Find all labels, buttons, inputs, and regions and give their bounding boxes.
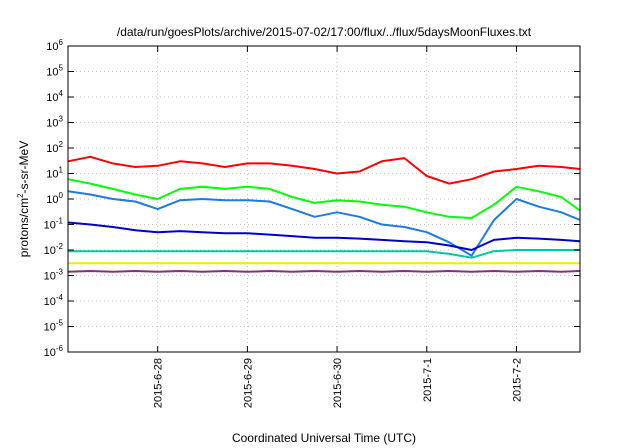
y-tick-label: 10-3: [44, 268, 64, 283]
y-tick-label: 105: [46, 64, 63, 79]
y-tick-base: 10: [44, 271, 56, 283]
series-line-5: [68, 249, 580, 259]
chart-title: /data/run/goesPlots/archive/2015-07-02/1…: [117, 25, 532, 39]
y-tick-label: 10-2: [44, 242, 64, 257]
y-tick-exponent: -5: [56, 319, 64, 328]
y-tick-label: 100: [46, 191, 63, 206]
y-tick-base: 10: [44, 322, 56, 334]
y-axis-label-superscript: 2: [16, 193, 25, 198]
y-tick-base: 10: [46, 41, 58, 53]
series-layer: [67, 155, 581, 273]
y-tick-label: 102: [46, 140, 63, 155]
x-axis: 2015-6-28 2015-6-29 2015-6-30 2015-7-1 2015-…: [153, 46, 523, 408]
x-tick-label: 2015-7-2: [511, 358, 523, 402]
y-tick-base: 10: [44, 220, 56, 232]
y-tick-label: 106: [46, 38, 63, 53]
y-tick-exponent: 2: [59, 140, 64, 149]
y-tick-exponent: 3: [59, 115, 64, 124]
y-tick-label: 103: [46, 115, 63, 130]
series-line-4: [67, 221, 581, 251]
y-axis-label-prefix: protons/cm: [17, 198, 31, 257]
series-line-2: [67, 178, 581, 219]
y-tick-base: 10: [46, 92, 58, 104]
y-tick-base: 10: [46, 118, 58, 130]
y-tick-label: 10-5: [44, 319, 64, 334]
y-tick-base: 10: [46, 143, 58, 155]
x-tick-label: 2015-7-1: [422, 358, 434, 402]
y-tick-exponent: 4: [59, 89, 64, 98]
y-tick-exponent: -4: [56, 293, 64, 302]
grid: [68, 46, 580, 352]
y-tick-base: 10: [46, 67, 58, 79]
y-tick-label: 104: [46, 89, 63, 104]
series-line-7: [67, 270, 581, 273]
y-axis: 10-610-510-410-310-210-11001011021031041…: [44, 38, 580, 359]
y-tick-exponent: 1: [59, 166, 64, 175]
y-tick-label: 10-6: [44, 344, 64, 359]
x-tick-label: 2015-6-28: [153, 358, 165, 408]
series-line-3: [67, 190, 581, 257]
x-tick-label: 2015-6-30: [332, 358, 344, 408]
y-tick-base: 10: [46, 169, 58, 181]
y-tick-label: 10-4: [44, 293, 64, 308]
y-tick-exponent: -2: [56, 242, 64, 251]
y-tick-label: 10-1: [44, 217, 64, 232]
y-tick-exponent: 5: [59, 64, 64, 73]
y-tick-exponent: 6: [59, 38, 64, 47]
x-axis-label: Coordinated Universal Time (UTC): [232, 431, 416, 445]
y-axis-label: protons/cm2-s-sr-MeV: [16, 141, 31, 257]
y-tick-label: 101: [46, 166, 63, 181]
y-tick-exponent: 0: [59, 191, 64, 200]
y-axis-label-suffix: -s-sr-MeV: [17, 141, 31, 194]
y-tick-exponent: -6: [56, 344, 64, 353]
y-tick-base: 10: [44, 296, 56, 308]
y-tick-base: 10: [46, 194, 58, 206]
y-tick-base: 10: [44, 245, 56, 257]
y-tick-base: 10: [44, 347, 56, 359]
y-tick-exponent: -3: [56, 268, 64, 277]
series-line-1: [67, 155, 581, 185]
x-tick-label: 2015-6-29: [242, 358, 254, 408]
y-tick-exponent: -1: [56, 217, 64, 226]
